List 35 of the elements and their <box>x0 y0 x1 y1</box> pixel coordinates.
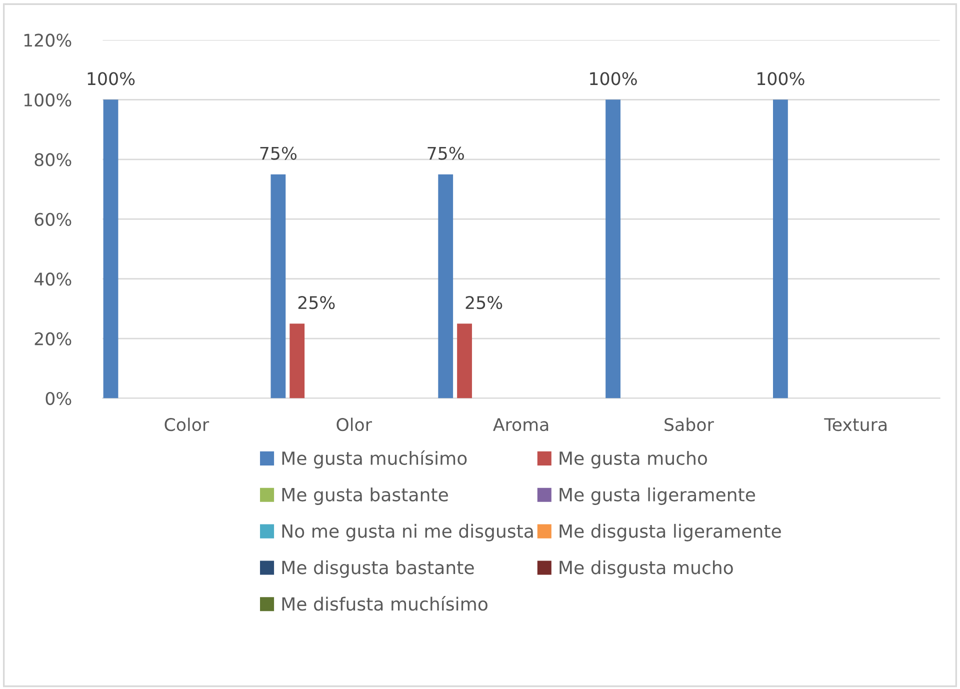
y-tick-label: 0% <box>46 392 72 406</box>
x-tick-label: Sabor <box>664 418 714 432</box>
data-label: 100% <box>590 72 637 86</box>
y-tick-label: 120% <box>24 34 72 47</box>
bar <box>606 100 620 398</box>
bar <box>457 324 472 398</box>
legend-label: Me disgusta bastante <box>282 560 474 578</box>
x-tick-label: Olor <box>336 418 372 432</box>
data-label: 25% <box>298 296 335 310</box>
bar <box>290 324 305 398</box>
legend-label: Me disfusta muchísimo <box>282 596 488 611</box>
y-tick-label: 60% <box>34 212 72 226</box>
legend-label: Me gusta ligeramente <box>560 487 756 505</box>
legend-label: Me disgusta mucho <box>560 560 733 578</box>
legend-label: Me gusta mucho <box>560 451 708 469</box>
x-tick-label: Color <box>164 418 210 432</box>
y-tick-label: 20% <box>34 332 72 346</box>
legend-label: No me gusta ni me disgusta <box>282 524 533 542</box>
legend-label: Me disgusta ligeramente <box>560 524 781 542</box>
x-tick-label: Textura <box>824 418 886 432</box>
data-label: 75% <box>428 146 464 160</box>
legend-label: Me gusta bastante <box>282 487 448 505</box>
data-label: 100% <box>88 72 135 86</box>
bar <box>773 100 788 398</box>
y-tick-label: 100% <box>24 93 72 107</box>
y-tick-label: 80% <box>34 153 72 166</box>
data-label: 25% <box>466 296 502 310</box>
data-label: 100% <box>758 72 804 86</box>
bar <box>103 100 118 398</box>
y-tick-label: 40% <box>34 272 72 286</box>
x-tick-label: Aroma <box>493 418 548 432</box>
data-label: 75% <box>260 146 297 160</box>
legend-label: Me gusta muchísimo <box>282 450 467 469</box>
bar <box>438 174 454 398</box>
bar <box>270 174 286 398</box>
